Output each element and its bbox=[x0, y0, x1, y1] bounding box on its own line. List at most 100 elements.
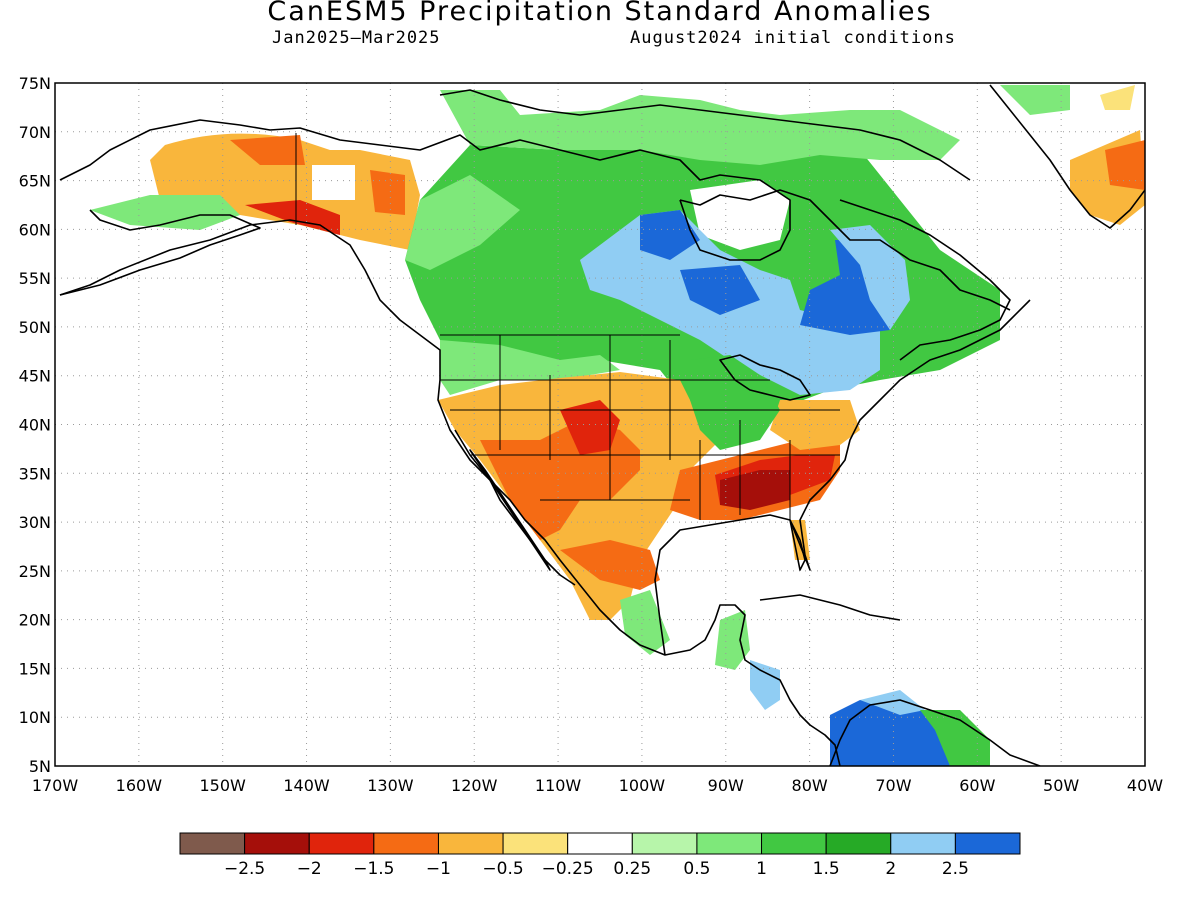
map-title: CanESM5 Precipitation Standard Anomalies bbox=[267, 0, 933, 27]
lat-label: 30N bbox=[19, 513, 51, 532]
anomaly-region-colorado-dry bbox=[560, 400, 620, 455]
lat-label: 75N bbox=[19, 74, 51, 93]
coastline-arctic-islands bbox=[439, 89, 971, 181]
legend-label: 1 bbox=[756, 859, 767, 879]
coastline-greenland bbox=[989, 84, 1145, 229]
lon-label: 100W bbox=[619, 776, 666, 795]
lon-label: 80W bbox=[792, 776, 828, 795]
anomaly-region-yukon-dry bbox=[370, 170, 405, 215]
coastline-mexico-west bbox=[454, 429, 576, 586]
lat-label: 35N bbox=[19, 464, 51, 483]
lat-label: 10N bbox=[19, 708, 51, 727]
legend-label: −2.5 bbox=[224, 859, 265, 879]
initial-conditions: August2024 initial conditions bbox=[630, 28, 956, 48]
legend-label: −1 bbox=[426, 859, 451, 879]
lat-label: 20N bbox=[19, 611, 51, 630]
anomaly-region-alaska-coast-dry bbox=[245, 200, 340, 235]
legend-swatch bbox=[825, 832, 892, 855]
lon-label: 120W bbox=[451, 776, 498, 795]
coastline-cuba bbox=[759, 594, 901, 621]
coastline-north-america bbox=[59, 219, 841, 766]
coastline-south-america bbox=[829, 699, 1041, 766]
forecast-period: Jan2025–Mar2025 bbox=[272, 28, 441, 48]
anomaly-region-midwest-wet bbox=[690, 355, 780, 450]
lon-label: 150W bbox=[200, 776, 247, 795]
anomaly-region-alaska-dry bbox=[150, 133, 420, 250]
anomaly-region-canada-light-wet bbox=[405, 175, 520, 270]
legend-swatch bbox=[696, 832, 763, 855]
color-legend: −2.5 −2 −1.5 −1 −0.5 −0.25 0.25 0.5 1 1.5 2 2.5 bbox=[179, 832, 1021, 879]
legend-label: −0.25 bbox=[542, 859, 594, 879]
legend-label: 2 bbox=[885, 859, 896, 879]
anomaly-region-ontario-very-wet bbox=[640, 210, 760, 315]
lon-label: 40W bbox=[1127, 776, 1163, 795]
legend-label: −0.5 bbox=[482, 859, 523, 879]
anomaly-region-pacific-nw-wet bbox=[440, 340, 620, 395]
anomaly-region-south-america-very-wet bbox=[830, 700, 950, 766]
coastline-florida bbox=[789, 519, 806, 571]
lon-label: 90W bbox=[708, 776, 744, 795]
lon-label: 160W bbox=[116, 776, 163, 795]
lat-label: 45N bbox=[19, 367, 51, 386]
legend-swatch bbox=[308, 832, 375, 855]
coastline-alaska-peninsula bbox=[59, 209, 261, 296]
legend-swatch bbox=[244, 832, 310, 855]
lon-label: 60W bbox=[959, 776, 995, 795]
anomaly-region-yukon-neutral bbox=[312, 165, 355, 200]
lon-label: 130W bbox=[367, 776, 414, 795]
legend-swatch bbox=[954, 832, 1021, 855]
anomaly-region-quebec-wet bbox=[830, 225, 910, 330]
legend-swatch bbox=[373, 832, 439, 855]
anomaly-region-mexico-wet bbox=[620, 590, 670, 655]
coastline-labrador bbox=[839, 199, 1011, 361]
legend-swatch bbox=[890, 832, 956, 855]
anomaly-region-central-america-wet bbox=[715, 610, 750, 670]
lat-label: 60N bbox=[19, 220, 51, 239]
legend-label: 0.5 bbox=[683, 859, 710, 879]
lat-label: 55N bbox=[19, 269, 51, 288]
anomaly-region-central-america-very-wet bbox=[750, 660, 780, 710]
coastline-baja bbox=[469, 449, 551, 571]
anomaly-region-greenland-strong-dry bbox=[1105, 140, 1145, 190]
state-borders bbox=[295, 133, 840, 520]
lon-label: 170W bbox=[32, 776, 79, 795]
lat-label: 40N bbox=[19, 416, 51, 435]
coastline-hudson-bay bbox=[679, 189, 1011, 311]
longitude-labels: 170W 160W 150W 140W 130W 120W 110W 100W 90W 80W 70… bbox=[32, 776, 1163, 795]
anomaly-shading bbox=[90, 85, 1145, 766]
legend-swatch bbox=[761, 832, 827, 855]
anomaly-region-atlantic-dry bbox=[770, 400, 860, 450]
legend-label: −2 bbox=[297, 859, 322, 879]
lon-label: 50W bbox=[1043, 776, 1079, 795]
legend-swatch bbox=[631, 832, 698, 855]
legend-swatch bbox=[437, 832, 504, 855]
coastlines bbox=[59, 84, 1145, 766]
legend-swatch bbox=[567, 832, 633, 855]
map-frame bbox=[54, 82, 1146, 767]
lon-label: 70W bbox=[875, 776, 911, 795]
legend-label: 2.5 bbox=[942, 859, 969, 879]
legend-label: −1.5 bbox=[353, 859, 394, 879]
anomaly-region-mexico-dry bbox=[560, 540, 660, 590]
anomaly-region-venezuela-wet bbox=[920, 710, 990, 766]
lat-label: 5N bbox=[29, 757, 51, 776]
legend-swatch bbox=[179, 832, 246, 855]
coastline-gulf bbox=[654, 299, 1031, 656]
anomaly-region-alaska-wet bbox=[90, 195, 240, 230]
lat-label: 50N bbox=[19, 318, 51, 337]
legend-label: 0.25 bbox=[613, 859, 651, 879]
anomaly-region-deep-south-very-dry bbox=[720, 470, 790, 510]
coastline-alaska bbox=[59, 119, 791, 261]
lon-label: 140W bbox=[283, 776, 330, 795]
latitude-labels: 75N 70N 65N 60N 55N 50N 45N 40N 35N 30N 25N 20N 15N 1… bbox=[19, 74, 51, 776]
anomaly-region-south-america-wet bbox=[860, 690, 925, 715]
lat-label: 70N bbox=[19, 123, 51, 142]
anomaly-region-arctic-wet bbox=[440, 90, 960, 165]
coastline-great-lakes bbox=[719, 354, 811, 401]
lat-label: 15N bbox=[19, 659, 51, 678]
anomaly-region-greenland-wet bbox=[1000, 85, 1070, 115]
legend-label: 1.5 bbox=[813, 859, 840, 879]
lon-label: 110W bbox=[535, 776, 582, 795]
lat-label: 65N bbox=[19, 172, 51, 191]
